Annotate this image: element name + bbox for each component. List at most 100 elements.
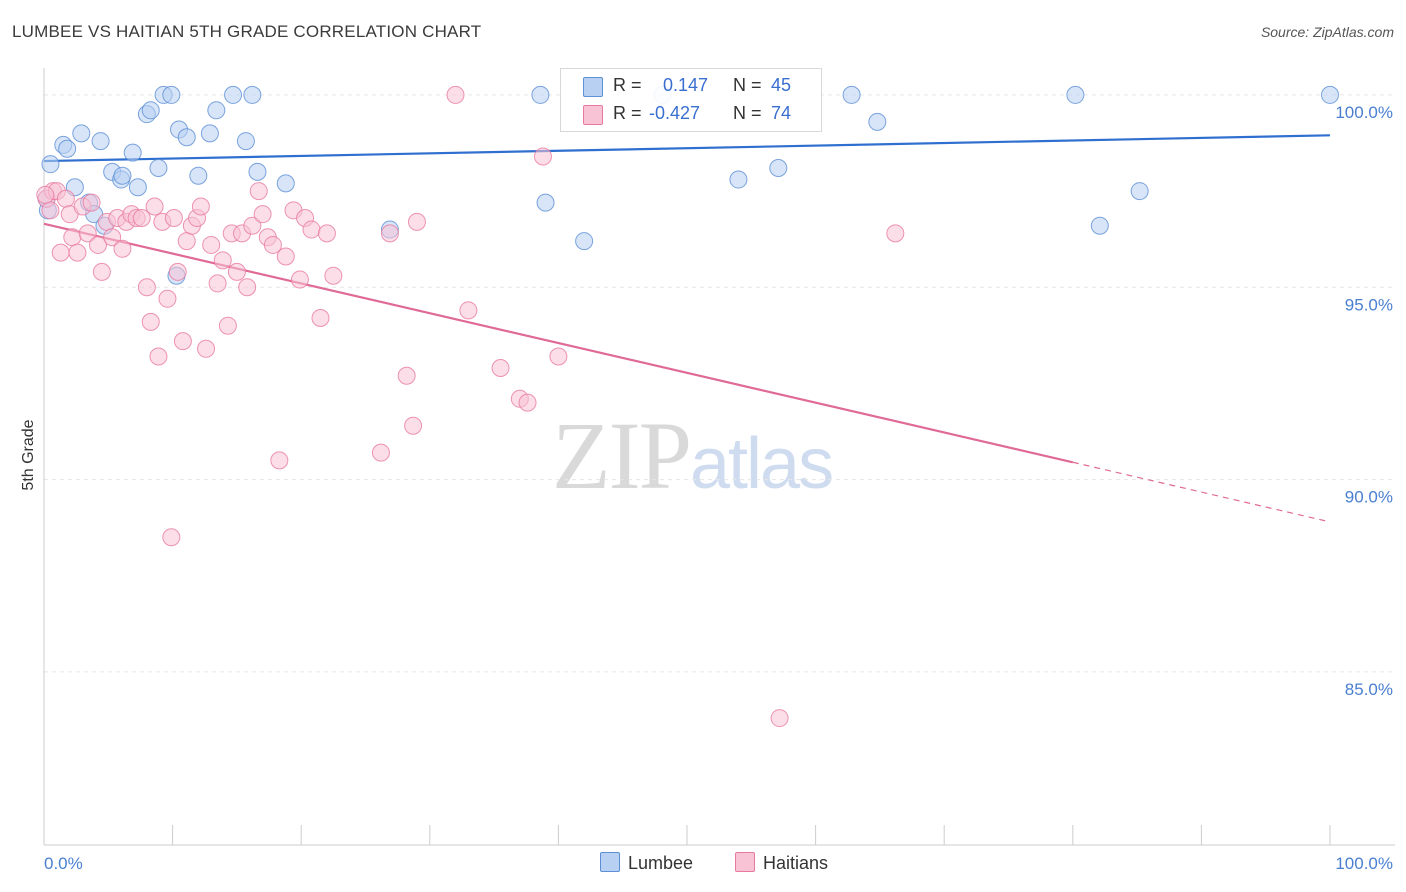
haitians-point	[173, 332, 192, 351]
haitians-point	[89, 235, 108, 254]
haitians-point	[162, 528, 181, 547]
haitians-point	[407, 212, 426, 231]
stats-row-haitians: R = -0.427 N = 74	[561, 100, 821, 128]
lumbee-point	[189, 166, 208, 185]
lumbee-point	[868, 112, 887, 131]
y-tick-label: 90.0%	[1345, 488, 1393, 507]
lumbee-point	[276, 174, 295, 193]
r-label: R =	[613, 103, 642, 123]
haitians-trend-line	[43, 222, 1074, 464]
haitians-point	[132, 209, 151, 228]
haitians-point	[324, 266, 343, 285]
haitians-point	[243, 216, 262, 235]
lumbee-point	[91, 132, 110, 151]
haitians-point	[191, 197, 210, 216]
haitians-point	[168, 262, 187, 281]
haitians-point	[113, 239, 132, 258]
haitians-point	[238, 278, 257, 297]
lumbee-point	[207, 101, 226, 120]
haitians-point	[208, 274, 227, 293]
haitians-point	[141, 312, 160, 331]
haitians-point	[41, 201, 60, 220]
lumbee-trend-line	[43, 134, 1331, 163]
haitians-trend-extension	[1072, 461, 1331, 523]
haitians-point	[158, 289, 177, 308]
legend-item-lumbee[interactable]: Lumbee	[600, 852, 693, 874]
haitians-point	[137, 278, 156, 297]
n-value: 45	[771, 75, 792, 95]
lumbee-point	[1066, 85, 1085, 104]
watermark: ZIPatlas	[552, 400, 834, 511]
haitians-point	[311, 309, 330, 328]
r-value: 0.147	[663, 75, 709, 95]
stats-legend: R = 0.147 N = 45 R = -0.427 N = 74	[560, 68, 822, 132]
haitians-point	[518, 393, 537, 412]
haitians-point	[164, 209, 183, 228]
haitians-point	[290, 270, 309, 289]
lumbee-point	[243, 85, 262, 104]
haitians-point	[397, 366, 416, 385]
haitians-swatch	[583, 105, 603, 125]
haitians-point	[177, 232, 196, 251]
lumbee-point	[41, 155, 60, 174]
lumbee-swatch	[583, 77, 603, 97]
legend-item-haitians[interactable]: Haitians	[735, 852, 828, 874]
haitians-point	[213, 251, 232, 270]
haitians-point	[145, 197, 164, 216]
r-value: -0.427	[649, 103, 701, 123]
haitians-point	[770, 709, 789, 728]
haitians-point	[51, 243, 70, 262]
haitians-point	[302, 220, 321, 239]
lumbee-point	[113, 166, 132, 185]
haitians-point	[149, 347, 168, 366]
y-tick-label: 85.0%	[1345, 680, 1393, 699]
r-label: R =	[613, 75, 642, 95]
y-tick-label: 100.0%	[1335, 103, 1393, 122]
lumbee-point	[531, 85, 550, 104]
haitians-point	[404, 416, 423, 435]
haitians-point	[197, 339, 216, 358]
y-tick-label: 95.0%	[1345, 295, 1393, 314]
lumbee-point	[236, 132, 255, 151]
lumbee-point	[575, 232, 594, 251]
haitians-legend-swatch	[735, 852, 755, 872]
axes	[43, 68, 1395, 846]
haitians-point	[491, 359, 510, 378]
lumbee-point	[72, 124, 91, 143]
lumbee-point	[1321, 85, 1339, 104]
n-label: N =	[733, 103, 762, 123]
haitians-point	[446, 85, 465, 104]
lumbee-point	[1090, 216, 1109, 235]
lumbee-point	[224, 85, 243, 104]
haitians-point	[459, 301, 478, 320]
haitians-point	[82, 193, 101, 212]
legend-label-lumbee: Lumbee	[628, 853, 694, 873]
lumbee-point	[149, 159, 168, 178]
watermark-atlas: atlas	[690, 424, 834, 504]
lumbee-point	[536, 193, 555, 212]
lumbee-point	[58, 139, 77, 158]
haitians-point	[103, 228, 122, 247]
data-points	[36, 85, 1339, 728]
haitians-point	[886, 224, 905, 243]
grid-lines	[44, 94, 1395, 673]
haitians-point	[317, 224, 336, 243]
lumbee-point	[128, 178, 147, 197]
source-label: Source: ZipAtlas.com	[1260, 24, 1394, 40]
haitians-point	[202, 235, 221, 254]
haitians-point	[68, 243, 87, 262]
lumbee-point	[248, 162, 267, 181]
lumbee-point	[1130, 182, 1149, 201]
haitians-point	[56, 189, 75, 208]
haitians-point	[380, 224, 399, 243]
n-value: 74	[771, 103, 792, 123]
lumbee-point	[162, 85, 181, 104]
haitians-point	[249, 182, 268, 201]
stats-row-lumbee: R = 0.147 N = 45	[561, 72, 821, 100]
lumbee-point	[769, 159, 788, 178]
x-tick-label: 100.0%	[1335, 854, 1393, 873]
axis-labels: 100.0% 95.0% 90.0% 85.0% 0.0% 100.0% 5th Grade	[20, 103, 1393, 873]
haitians-point	[36, 185, 55, 204]
haitians-point	[371, 443, 390, 462]
